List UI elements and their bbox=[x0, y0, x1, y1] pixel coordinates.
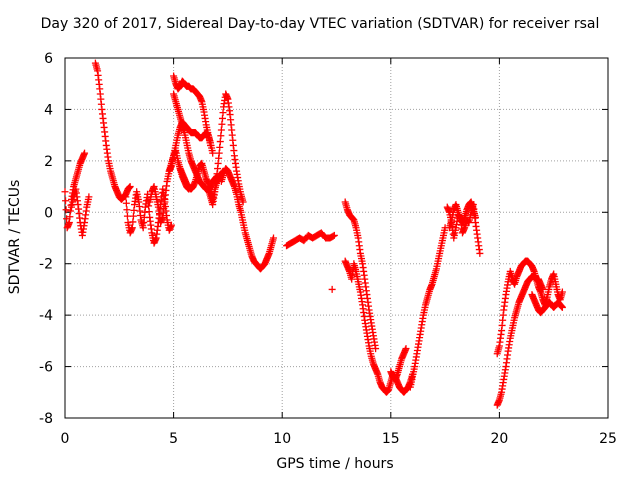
series-arc-f bbox=[170, 72, 215, 149]
y-axis-label: SDTVAR / TECUs bbox=[7, 179, 23, 295]
y-tick-label: 4 bbox=[44, 102, 53, 118]
x-tick-label: 5 bbox=[169, 431, 178, 447]
series-arc-k bbox=[217, 165, 278, 273]
data-point bbox=[62, 197, 70, 205]
x-tick-label: 0 bbox=[61, 431, 70, 447]
data-point bbox=[85, 193, 93, 201]
data-point bbox=[167, 221, 175, 229]
grid-lines bbox=[65, 58, 608, 418]
series-arc-o bbox=[341, 257, 417, 396]
data-point bbox=[123, 212, 131, 220]
data-point bbox=[61, 188, 69, 196]
data-point bbox=[62, 206, 70, 214]
series-arc-c bbox=[91, 59, 134, 203]
y-tick-label: -6 bbox=[39, 360, 53, 376]
series-arc-s bbox=[445, 198, 480, 232]
chart-title: Day 320 of 2017, Sidereal Day-to-day VTE… bbox=[40, 16, 600, 32]
y-tick-label: -4 bbox=[39, 308, 53, 324]
y-tick-label: 0 bbox=[44, 205, 53, 221]
axis-ticks bbox=[64, 57, 609, 419]
y-tick-label: 6 bbox=[44, 51, 53, 67]
series-arc-j bbox=[204, 90, 247, 209]
x-axis-label: GPS time / hours bbox=[276, 456, 394, 472]
data-point bbox=[328, 285, 336, 293]
x-tick-label: 20 bbox=[490, 431, 508, 447]
series-arc-n bbox=[341, 198, 380, 353]
data-point bbox=[126, 183, 134, 191]
data-point bbox=[476, 249, 484, 257]
series-arc-m bbox=[328, 285, 336, 293]
data-point bbox=[122, 193, 130, 201]
series-arc-l bbox=[283, 229, 338, 250]
y-tick-label: -2 bbox=[39, 257, 53, 273]
series-arc-b bbox=[68, 185, 93, 239]
data-point bbox=[472, 213, 480, 221]
x-tick-label: 15 bbox=[382, 431, 400, 447]
plot-frame bbox=[64, 57, 609, 419]
data-points bbox=[61, 59, 566, 409]
data-point bbox=[402, 345, 410, 353]
data-point bbox=[372, 345, 380, 353]
y-tick-label: -8 bbox=[39, 411, 53, 427]
x-tick-label: 10 bbox=[273, 431, 291, 447]
series-arc-p bbox=[387, 345, 410, 383]
data-point bbox=[558, 303, 566, 311]
data-point bbox=[330, 231, 338, 239]
data-point bbox=[270, 234, 278, 242]
series-arc-v bbox=[528, 291, 566, 317]
x-tick-label: 25 bbox=[599, 431, 617, 447]
data-point bbox=[123, 206, 131, 214]
data-point bbox=[122, 199, 130, 207]
y-tick-label: 2 bbox=[44, 154, 53, 170]
x-tick-labels: 0 5 10 15 20 25 bbox=[61, 431, 617, 447]
series-arc-q bbox=[406, 224, 449, 391]
data-point bbox=[209, 149, 217, 157]
y-tick-labels: 6 4 2 0 -2 -4 -6 -8 bbox=[39, 51, 53, 427]
series-arc-a bbox=[61, 149, 89, 232]
data-point bbox=[81, 149, 89, 157]
data-point bbox=[558, 288, 566, 296]
series-arc-u bbox=[493, 257, 566, 358]
